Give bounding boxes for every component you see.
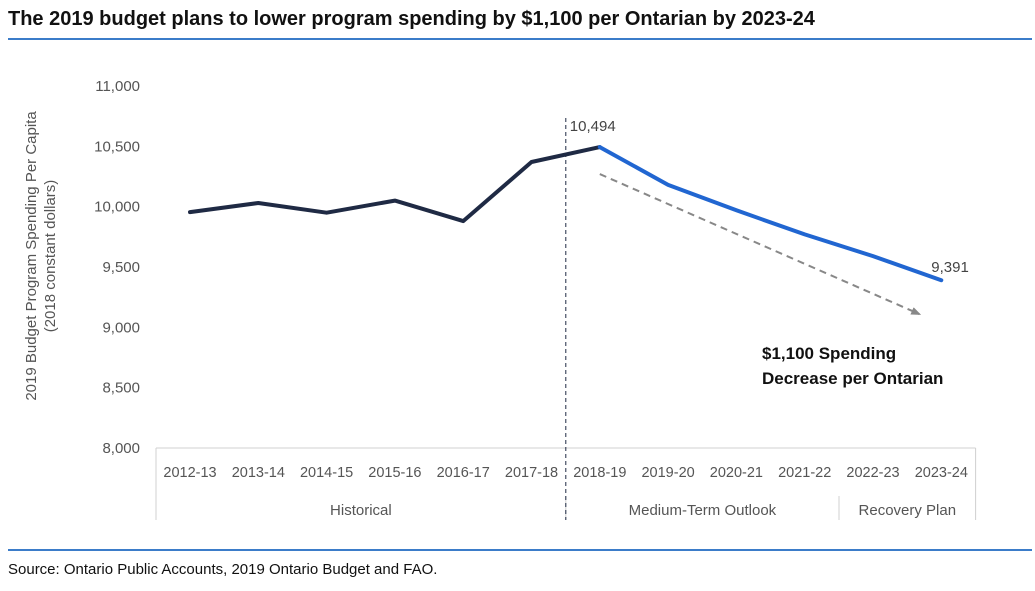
- y-tick-label: 10,000: [94, 199, 140, 216]
- x-tick-label: 2022-23: [846, 465, 899, 481]
- projection-series-line: [597, 145, 944, 283]
- y-tick-label: 8,500: [102, 380, 140, 397]
- y-tick-label: 9,000: [102, 319, 140, 336]
- trend-arrow: [599, 173, 922, 315]
- x-tick-label: 2023-24: [915, 465, 968, 481]
- chart-title: The 2019 budget plans to lower program s…: [8, 8, 815, 30]
- y-tick-label: 10,500: [94, 138, 140, 155]
- y-axis-sublabel: (2018 constant dollars): [42, 180, 59, 333]
- x-tick-label: 2017-18: [505, 465, 558, 481]
- y-tick-label: 9,500: [102, 259, 140, 276]
- x-group-label: Medium-Term Outlook: [629, 502, 777, 519]
- x-tick-label: 2021-22: [778, 465, 831, 481]
- x-group-label: Recovery Plan: [859, 502, 957, 519]
- x-tick-label: 2018-19: [573, 465, 626, 481]
- x-tick-label: 2012-13: [163, 465, 216, 481]
- line-chart: 8,000 8,500 9,000 9,500 10,000 10,500 11,000 2…: [23, 78, 977, 520]
- data-label: 10,494: [570, 118, 616, 135]
- x-tick-label: 2019-20: [641, 465, 694, 481]
- source-rule: [8, 549, 1032, 551]
- x-group-label: Historical: [330, 502, 392, 519]
- x-tick-label: 2014-15: [300, 465, 353, 481]
- source-note: Source: Ontario Public Accounts, 2019 On…: [8, 561, 438, 578]
- y-tick-label: 8,000: [102, 440, 140, 457]
- data-label: 9,391: [931, 259, 969, 276]
- x-tick-label: 2015-16: [368, 465, 421, 481]
- y-axis-label: 2019 Budget Program Spending Per Capita: [23, 111, 40, 401]
- historical-series-line: [188, 145, 602, 224]
- title-rule: [8, 38, 1032, 40]
- annotation-line-2: Decrease per Ontarian: [762, 369, 943, 388]
- y-tick-label: 11,000: [95, 78, 140, 95]
- annotation-line-1: $1,100 Spending: [762, 344, 896, 363]
- x-tick-label: 2020-21: [710, 465, 763, 481]
- x-tick-label: 2013-14: [232, 465, 285, 481]
- x-tick-label: 2016-17: [437, 465, 490, 481]
